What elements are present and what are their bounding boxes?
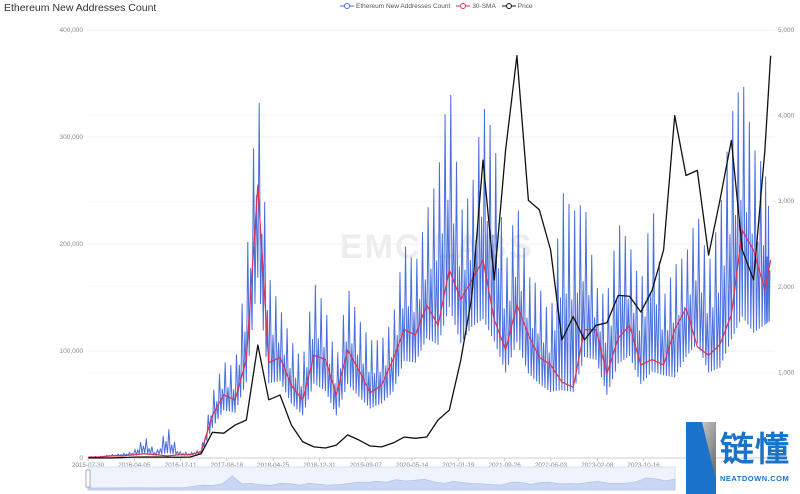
y-left-tick-label: 200,000 [60, 241, 84, 248]
x-tick-label: 2023-02-08 [581, 462, 614, 469]
x-tick-label: 2021-09-26 [489, 462, 522, 469]
y-right-tick-label: 4,000 [778, 113, 795, 120]
legend: Ethereum New Addresses Count 30-SMA Pric… [340, 2, 533, 10]
legend-label: Ethereum New Addresses Count [356, 2, 451, 10]
y-right-tick-label: 2,000 [778, 284, 795, 291]
y-right-tick-label: 3,000 [778, 198, 795, 205]
legend-marker-icon [456, 3, 471, 9]
y-right-tick-label: 1,000 [778, 369, 795, 376]
y-left-tick-label: 400,000 [60, 27, 84, 34]
legend-label: 30-SMA [472, 2, 496, 10]
legend-item-price[interactable]: Price [501, 2, 533, 10]
x-tick-label: 2020-05-14 [396, 462, 429, 469]
x-tick-label: 2017-08-18 [211, 462, 244, 469]
legend-marker-icon [340, 3, 354, 9]
x-tick-label: 2023-10-16 [627, 462, 660, 469]
logo-text: 链懂 [720, 430, 790, 470]
y-right-tick-label: 5,000 [778, 27, 795, 34]
y-left-tick-label: 0 [79, 455, 83, 462]
series-line-sma [88, 184, 772, 458]
legend-item-sma[interactable]: 30-SMA [456, 2, 496, 10]
logo-subtext: NEATDOWN.COM [720, 474, 790, 483]
legend-marker-icon [501, 3, 516, 9]
series-line-addresses [88, 86, 771, 458]
x-tick-label: 2016-12-11 [165, 462, 197, 469]
x-tick-label: 2021-01-19 [442, 462, 475, 469]
x-tick-label: 2015-07-30 [72, 462, 105, 469]
y-left-tick-label: 300,000 [60, 134, 84, 141]
legend-item-addresses[interactable]: Ethereum New Addresses Count [340, 2, 450, 10]
series-line-price [88, 55, 772, 459]
x-tick-label: 2018-12-31 [303, 462, 336, 469]
x-tick-label: 2016-04-05 [118, 462, 151, 469]
x-tick-label: 2022-06-03 [535, 462, 568, 469]
logo-mark-icon [686, 422, 716, 494]
zoom-slider-handle-left[interactable] [85, 469, 91, 488]
y-left-tick-label: 100,000 [60, 348, 84, 355]
x-tick-label: 2018-04-25 [257, 462, 290, 469]
watermark: EMC LABS [340, 228, 534, 266]
neatdown-logo: 链懂 NEATDOWN.COM [684, 420, 800, 494]
legend-label: Price [517, 2, 533, 10]
zoom-slider-preview [87, 475, 676, 491]
x-tick-label: 2019-09-07 [350, 462, 383, 469]
chart-title: Ethereum New Addresses Count [4, 2, 157, 14]
